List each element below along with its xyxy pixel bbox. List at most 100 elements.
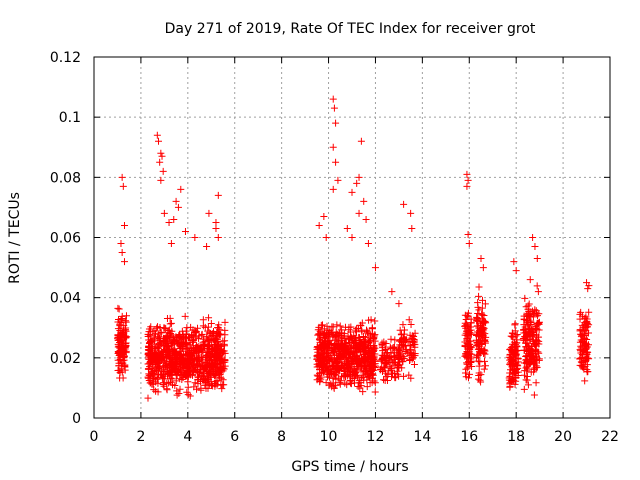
data-point-marker [219,376,227,384]
data-point-marker [221,357,229,364]
data-point-marker [370,360,378,368]
data-point-marker [411,329,419,337]
data-point-marker [120,333,128,341]
data-point-marker [371,388,379,396]
data-point-marker [113,334,121,342]
data-point-marker [479,326,487,334]
data-point-marker [524,381,532,389]
data-point-marker [165,326,173,334]
data-point-marker [577,336,585,344]
data-point-marker [151,327,159,335]
data-point-marker [163,386,171,394]
data-point-marker [524,305,532,313]
data-point-marker [351,348,359,356]
data-point-marker [185,333,193,341]
data-point-marker [167,319,175,327]
data-point-marker [217,330,225,338]
data-point-marker [346,359,354,367]
data-point-marker [178,376,186,384]
data-point-marker [204,337,212,345]
x-tick-label: 18 [507,429,525,445]
data-point-marker [188,345,196,353]
data-point-marker [383,377,391,385]
data-point-marker [325,373,333,381]
data-point-marker [202,364,210,372]
data-point-marker [336,322,344,330]
data-point-marker [529,307,537,315]
data-point-marker [166,314,174,322]
data-point-marker [396,358,404,366]
data-point-marker [351,374,359,382]
data-point-marker [122,312,130,320]
data-point-marker [367,355,375,363]
data-point-marker [120,221,128,229]
data-point-marker [475,306,483,314]
data-point-marker [172,377,180,385]
data-point-marker [212,359,220,367]
data-point-marker [214,324,222,332]
data-point-marker [315,331,323,339]
data-point-marker [221,342,229,350]
data-point-marker [327,368,335,376]
data-point-marker [189,337,197,345]
x-tick-label: 12 [367,429,385,445]
data-point-marker [363,354,371,362]
data-point-marker [207,319,215,327]
data-point-marker [156,158,164,166]
data-point-marker [365,338,373,346]
data-point-marker [349,369,357,377]
data-point-marker [362,356,370,364]
data-point-marker [582,317,590,325]
data-point-marker [365,316,373,324]
data-point-marker [530,354,538,362]
data-point-marker [466,323,474,331]
data-point-marker [363,383,371,391]
data-point-marker [320,212,328,220]
data-point-marker [321,342,329,350]
data-point-marker [368,324,376,332]
x-tick-label: 0 [90,429,99,445]
data-point-marker [360,357,368,365]
data-point-marker [199,354,207,362]
data-point-marker [482,333,490,341]
data-point-marker [176,358,184,366]
data-point-marker [355,334,363,342]
data-point-marker [212,224,220,232]
data-point-marker [177,185,185,193]
data-point-marker [167,367,175,375]
data-point-marker [362,215,370,223]
data-point-marker [529,234,537,241]
data-point-marker [358,374,366,382]
data-point-marker [215,356,223,364]
data-point-marker [410,360,418,368]
data-point-marker [319,363,327,371]
data-point-marker [115,359,123,367]
data-point-marker [205,314,213,322]
data-point-marker [523,339,531,347]
data-point-marker [511,320,519,328]
data-point-marker [478,310,486,318]
data-point-marker [473,330,481,338]
data-point-marker [167,341,175,349]
data-point-marker [329,95,337,103]
x-tick-label: 20 [554,429,572,445]
data-point-marker [462,373,470,381]
data-point-marker [172,333,180,341]
data-point-marker [399,321,407,329]
data-point-marker [529,310,537,318]
data-point-marker [344,333,352,341]
data-point-marker [467,319,475,327]
plot-frame [93,56,611,419]
data-point-marker [195,332,203,340]
data-point-marker [378,351,386,359]
data-point-marker [153,131,161,139]
data-point-marker [526,359,534,367]
data-point-marker [118,316,126,324]
data-point-marker [464,364,472,372]
data-point-marker [172,361,180,369]
data-point-marker [381,345,389,353]
data-point-marker [478,340,486,348]
data-point-marker [510,349,518,357]
data-point-marker [340,365,348,373]
data-point-marker [390,348,398,356]
